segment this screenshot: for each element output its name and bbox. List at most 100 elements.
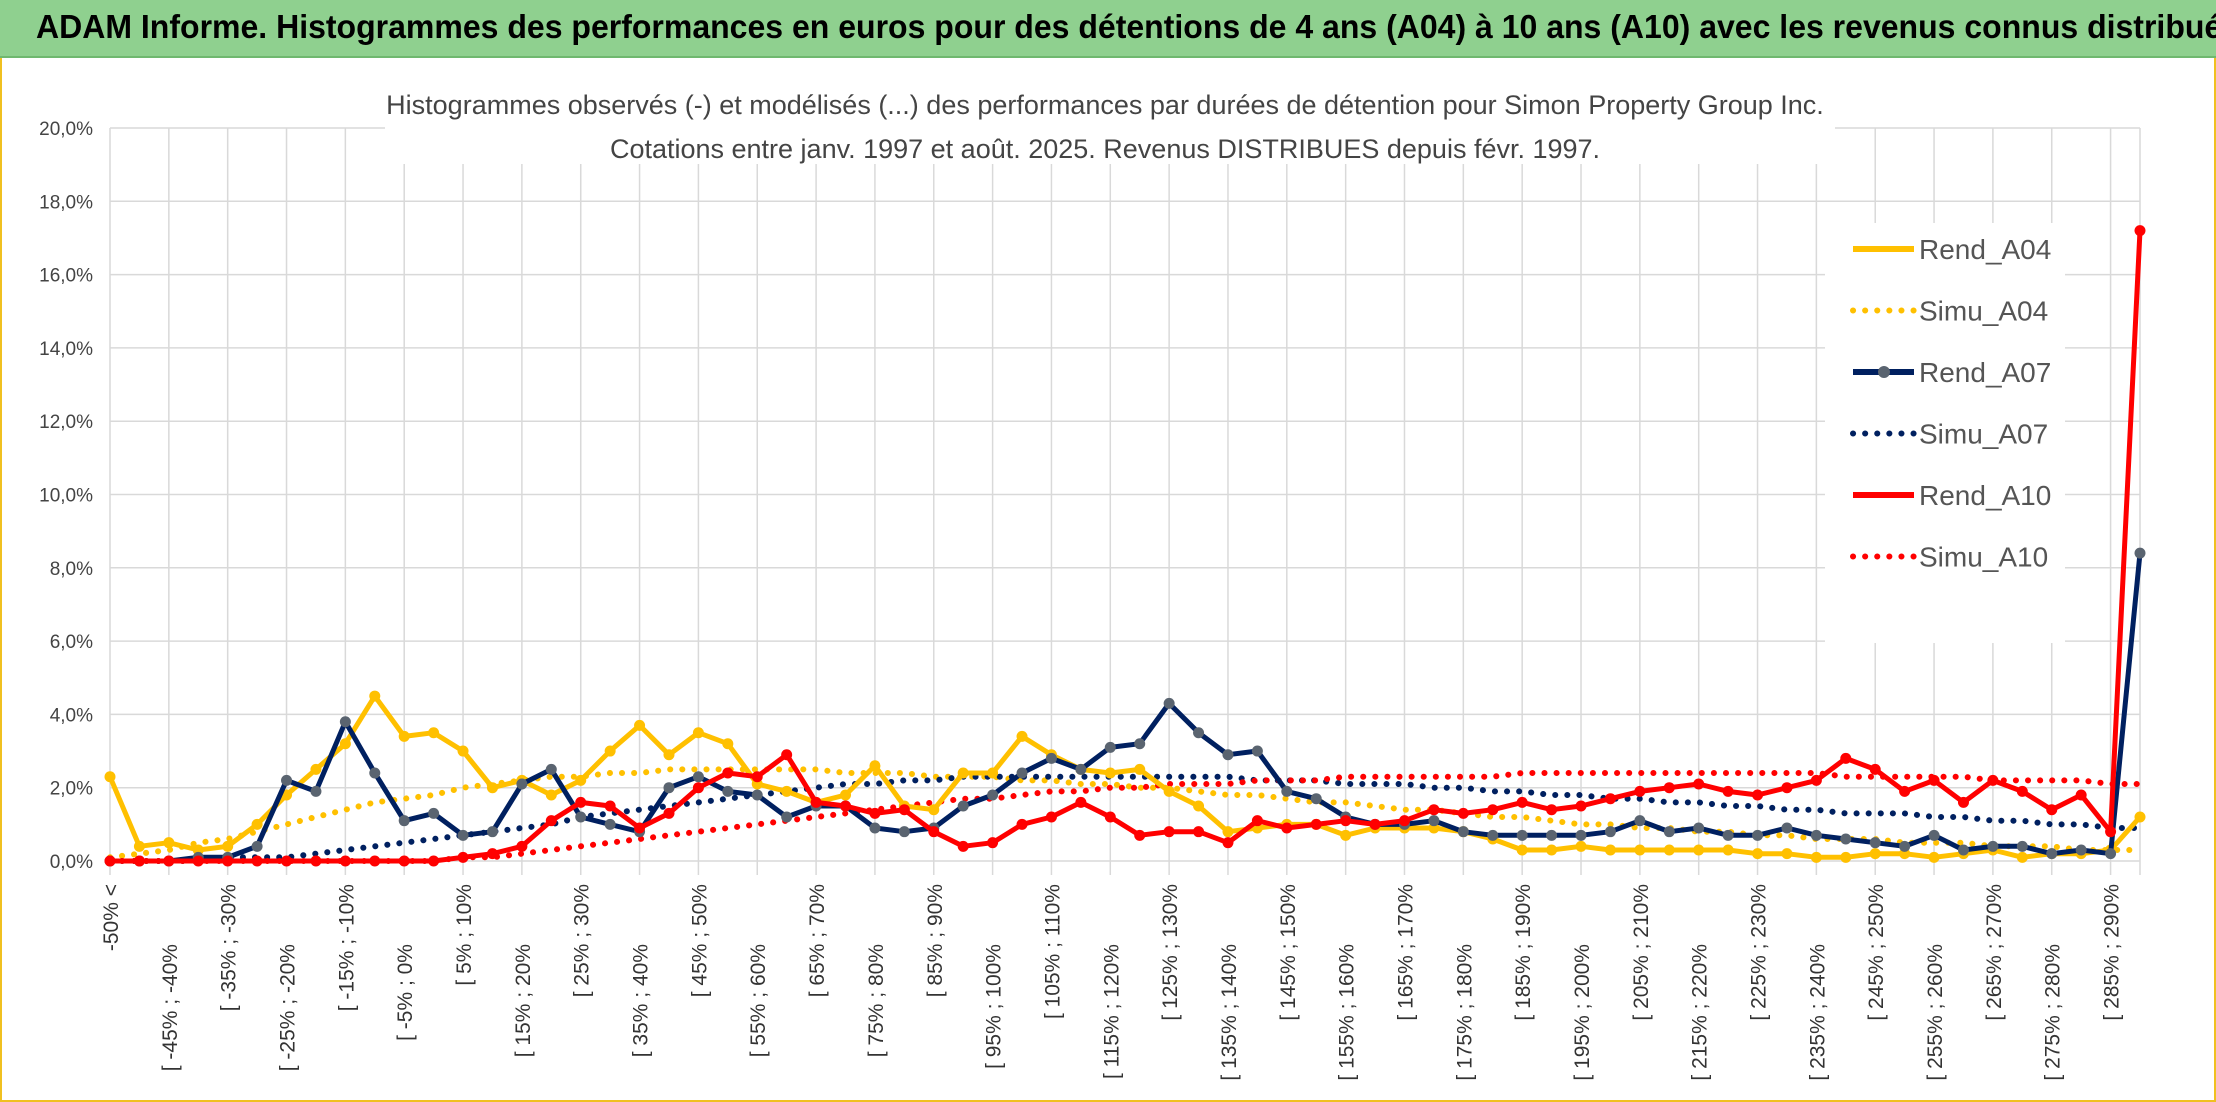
data-point-rend-a10 [1340,815,1352,827]
data-point-rend-a10 [1310,818,1322,830]
data-point-rend-a04 [987,767,999,779]
data-point-rend-a10 [545,815,557,827]
data-point-rend-a10 [1369,818,1381,830]
performance-histogram-chart: 0,0% 2,0% 4,0% 6,0% 8,0% 10,0% 12,0% 14,0% 16,0%… [39,84,2146,1081]
data-point-rend-a04 [781,785,793,797]
x-tick-label: -50% < [100,884,123,951]
data-point-rend-a04 [604,745,616,757]
data-point-rend-a07 [692,771,704,783]
data-point-rend-a07 [1752,829,1764,841]
data-point-rend-a10 [575,796,587,808]
data-point-rend-a10 [251,855,263,867]
x-tick-label: [ -25% ; -20% [277,944,300,1071]
data-point-rend-a10 [1516,796,1528,808]
data-point-rend-a07 [1663,826,1675,838]
data-point-rend-a04 [1516,844,1528,856]
data-point-rend-a10 [1722,785,1734,797]
data-point-rend-a04 [928,804,940,816]
data-point-rend-a07 [2016,840,2028,852]
data-point-rend-a10 [692,782,704,794]
data-point-rend-a04 [1134,763,1146,775]
data-point-rend-a07 [1869,837,1881,849]
data-point-rend-a04 [1693,844,1705,856]
x-tick-label: [ 145% ; 150% [1277,884,1300,1021]
y-axis-tick-labels: 0,0% 2,0% 4,0% 6,0% 8,0% 10,0% 12,0% 14,0% 16,0%… [39,119,93,873]
data-point-rend-a10 [898,804,910,816]
data-point-rend-a10 [1281,822,1293,834]
data-point-rend-a07 [575,811,587,823]
data-point-rend-a04 [1781,848,1793,860]
x-tick-label: [ 115% ; 120% [1100,944,1123,1079]
data-point-rend-a04 [1810,851,1822,863]
data-point-rend-a04 [1163,785,1175,797]
x-tick-label: [ 45% ; 50% [688,884,711,997]
data-point-rend-a07 [781,811,793,823]
x-tick-label: [ 5% ; 10% [453,884,476,986]
data-point-rend-a04 [163,837,175,849]
x-tick-label: [ -15% ; -10% [335,884,358,1011]
data-point-rend-a04 [1104,767,1116,779]
data-point-rend-a10 [428,855,440,867]
legend-label-simu-a07: Simu_A07 [1919,419,2048,450]
x-axis-tick-labels: -50% < [ -45% ; -40% [ -35% ; -30% [ -25% ;… [100,884,2124,1081]
data-point-rend-a10 [486,848,498,860]
data-point-rend-a10 [310,855,322,867]
data-point-rend-a10 [1928,774,1940,786]
data-point-rend-a07 [869,822,881,834]
legend-label-rend-a07: Rend_A07 [1919,357,2051,388]
data-point-rend-a10 [2016,785,2028,797]
data-point-rend-a07 [604,818,616,830]
data-point-rend-a04 [369,690,381,702]
x-tick-label: [ 75% ; 80% [865,944,888,1057]
data-point-rend-a07 [545,763,557,775]
data-point-rend-a04 [1575,840,1587,852]
data-point-rend-a10 [1899,785,1911,797]
data-point-rend-a07 [1222,749,1234,761]
data-point-rend-a10 [1428,804,1440,816]
x-tick-label: [ 95% ; 100% [983,944,1006,1069]
data-point-rend-a10 [987,837,999,849]
data-point-rend-a07 [2075,844,2087,856]
data-point-rend-a10 [457,851,469,863]
series-line-rend-a04 [107,693,2143,860]
data-point-rend-a07 [1428,815,1440,827]
x-tick-label: [ 255% ; 260% [1924,944,1947,1081]
data-point-rend-a04 [251,818,263,830]
data-point-rend-a07 [1604,826,1616,838]
data-point-rend-a10 [2046,804,2058,816]
data-point-rend-a04 [1869,848,1881,860]
data-point-rend-a07 [957,800,969,812]
data-point-rend-a10 [1752,789,1764,801]
data-point-rend-a07 [1899,840,1911,852]
data-point-rend-a04 [545,789,557,801]
x-tick-label: [ 105% ; 110% [1041,884,1064,1019]
title-background [385,84,1835,164]
data-point-rend-a10 [104,855,116,867]
data-point-rend-a10 [133,855,145,867]
data-point-rend-a10 [369,855,381,867]
data-point-rend-a10 [781,749,793,761]
data-point-rend-a10 [1193,826,1205,838]
data-point-rend-a10 [634,822,646,834]
data-point-rend-a07 [1546,829,1558,841]
x-tick-label: [ -5% ; 0% [394,944,417,1041]
y-tick-label: 20,0% [39,119,93,140]
x-tick-label: [ 275% ; 280% [2042,944,2065,1081]
data-point-rend-a04 [1752,848,1764,860]
y-tick-label: 6,0% [50,632,93,653]
chart-subtitle: Cotations entre janv. 1997 et août. 2025… [610,134,1600,164]
y-tick-label: 12,0% [39,412,93,433]
data-point-rend-a10 [663,807,675,819]
y-tick-label: 8,0% [50,559,93,580]
data-point-rend-a04 [663,749,675,761]
series-lines [104,225,2146,867]
data-point-rend-a07 [1781,822,1793,834]
data-point-rend-a04 [133,840,145,852]
data-point-rend-a04 [457,745,469,757]
data-point-rend-a07 [1104,741,1116,753]
data-point-rend-a07 [339,716,351,728]
data-point-rend-a07 [1045,752,1057,764]
data-point-rend-a04 [957,767,969,779]
x-tick-label: [ 185% ; 190% [1512,884,1535,1021]
data-point-rend-a10 [192,855,204,867]
